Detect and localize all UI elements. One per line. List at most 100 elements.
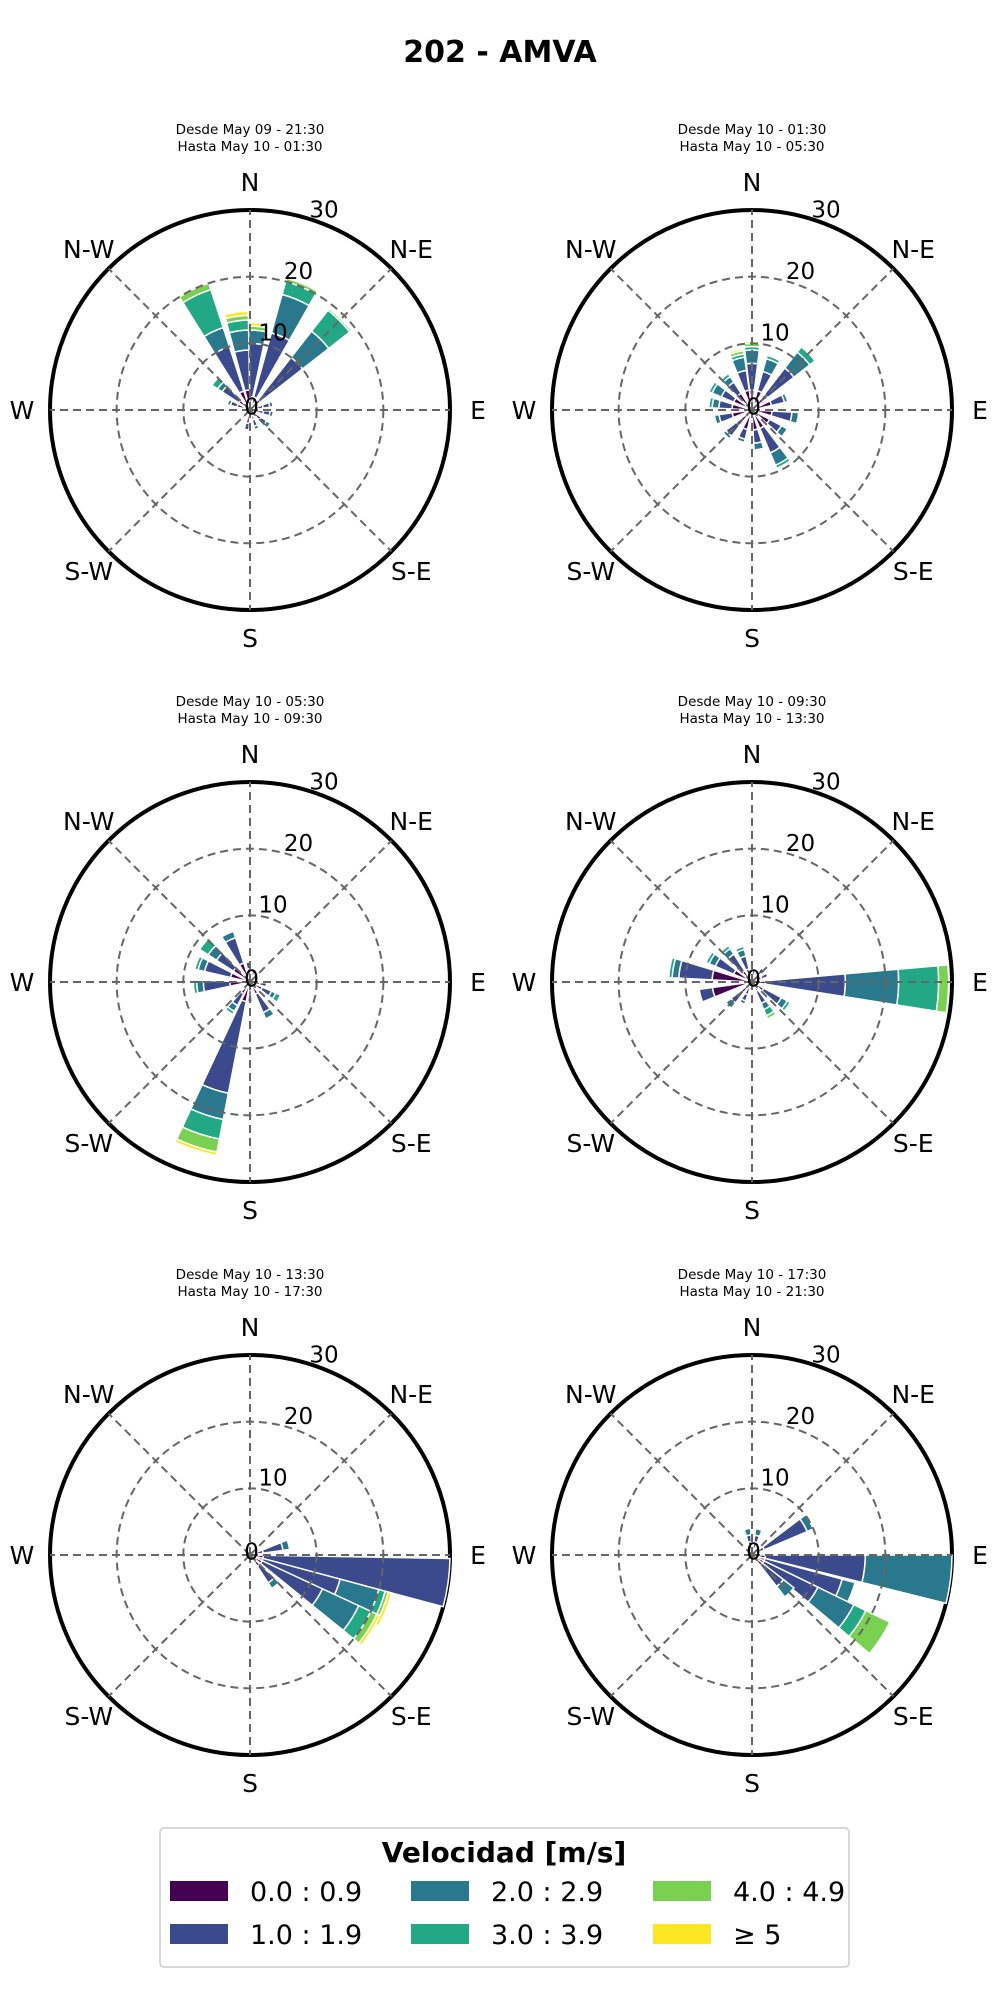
- direction-label: S: [242, 624, 258, 653]
- legend-label-0: 0.0 : 0.9: [250, 1877, 362, 1908]
- polar-grid-spoke: [249, 1412, 393, 1556]
- direction-label: S-E: [893, 1702, 934, 1731]
- polar-grid-spoke: [751, 1554, 895, 1698]
- windrose-bar-segment: [226, 398, 234, 407]
- windrose-bar-segment: [271, 991, 282, 1004]
- ring-tick-label: 30: [811, 198, 840, 224]
- direction-label: N-E: [389, 235, 433, 264]
- windrose-bar-segment: [708, 380, 719, 395]
- windrose-bar-segment: [258, 981, 268, 988]
- windrose-bar-segment: [734, 945, 746, 954]
- panel-subtitle-to: Hasta May 10 - 13:30: [679, 711, 824, 727]
- windrose-bar-segment: [268, 410, 275, 418]
- polar-grid-spoke: [609, 1412, 753, 1556]
- ring-tick-label: 20: [786, 259, 815, 285]
- direction-label: S-W: [566, 1702, 615, 1731]
- polar-grid-spoke: [249, 409, 393, 553]
- ring-tick-label: 10: [760, 893, 789, 919]
- polar-grid-spoke: [609, 981, 753, 1125]
- windrose-bar-segment: [262, 419, 272, 430]
- windrose-bar-segment: [704, 950, 716, 965]
- windrose-bar-segment: [753, 1527, 763, 1538]
- windrose-bar-segment: [223, 310, 250, 320]
- windrose-bar-segment: [780, 999, 792, 1013]
- direction-label: S-E: [391, 1702, 432, 1731]
- legend-swatch-1: [411, 1881, 469, 1901]
- windrose-bar-segment: [279, 1539, 291, 1552]
- ring-tick-label: 0: [244, 1539, 259, 1565]
- polar-grid-spoke: [107, 839, 251, 983]
- legend-label-1: 2.0 : 2.9: [491, 1877, 603, 1908]
- direction-label: N-W: [63, 235, 114, 264]
- direction-label: S-E: [893, 1129, 934, 1158]
- direction-label: S: [242, 1196, 258, 1225]
- panel-subtitle-from: Desde May 10 - 13:30: [176, 1267, 325, 1283]
- direction-label: S: [744, 1196, 760, 1225]
- ring-tick-label: 0: [746, 394, 761, 420]
- legend-swatch-4: [411, 1924, 469, 1944]
- direction-label: N-E: [891, 807, 935, 836]
- direction-label: S: [744, 624, 760, 653]
- windrose-bar-segment: [707, 396, 715, 409]
- direction-label: N-W: [565, 1380, 616, 1409]
- direction-label: S-W: [64, 557, 113, 586]
- windrose-bar-segment: [727, 347, 745, 356]
- legend-title: Velocidad [m/s]: [382, 1836, 627, 1869]
- polar-grid-spoke: [609, 1554, 753, 1698]
- direction-label: N-E: [891, 235, 935, 264]
- polar-grid-spoke: [107, 1412, 251, 1556]
- legend-label-4: 3.0 : 3.9: [491, 1920, 603, 1951]
- direction-label: N-W: [565, 235, 616, 264]
- windrose-bar-segment: [780, 392, 789, 404]
- windrose-bar-segment: [267, 400, 274, 409]
- direction-label: W: [512, 968, 537, 997]
- ring-tick-label: 30: [811, 1343, 840, 1369]
- ring-tick-label: 10: [258, 1466, 287, 1492]
- panel-subtitle-to: Hasta May 10 - 05:30: [679, 139, 824, 155]
- windrose-bar-segment: [174, 1138, 218, 1157]
- panel-subtitle-to: Hasta May 10 - 01:30: [177, 139, 322, 155]
- windrose-bar-segment: [252, 423, 261, 431]
- polar-grid-spoke: [751, 1412, 895, 1556]
- ring-tick-label: 0: [746, 966, 761, 992]
- polar-grid-spoke: [249, 839, 393, 983]
- windrose-bar-segment: [847, 1609, 891, 1655]
- windrose-bar-segment: [193, 955, 204, 971]
- windrose-bar-segment: [774, 456, 792, 470]
- ring-tick-label: 0: [244, 966, 259, 992]
- ring-tick-label: 30: [811, 770, 840, 796]
- ring-tick-label: 20: [284, 831, 313, 857]
- panel-subtitle-from: Desde May 10 - 09:30: [678, 694, 827, 710]
- legend-label-2: 4.0 : 4.9: [733, 1877, 845, 1908]
- ring-tick-label: 20: [786, 831, 815, 857]
- direction-label: N-E: [389, 807, 433, 836]
- windrose-bar-segment: [198, 937, 217, 956]
- direction-label: E: [972, 968, 988, 997]
- panel-subtitle-to: Hasta May 10 - 21:30: [679, 1284, 824, 1300]
- windrose-bar-segment: [765, 354, 781, 365]
- polar-grid-spoke: [751, 267, 895, 411]
- ring-tick-label: 30: [309, 770, 338, 796]
- direction-label: N-W: [565, 807, 616, 836]
- windrose-bar-segment: [261, 1554, 451, 1608]
- ring-tick-label: 20: [284, 259, 313, 285]
- windrose-bar-segment: [861, 1554, 953, 1605]
- legend-swatch-3: [170, 1924, 228, 1944]
- panel-subtitle-from: Desde May 10 - 17:30: [678, 1267, 827, 1283]
- direction-label: W: [10, 968, 35, 997]
- ring-tick-label: 10: [258, 321, 287, 347]
- polar-grid-spoke: [249, 267, 393, 411]
- direction-label: N-E: [891, 1380, 935, 1409]
- windrose-bar-segment: [789, 411, 800, 425]
- ring-tick-label: 0: [244, 394, 259, 420]
- windrose-bar-segment: [713, 413, 723, 426]
- ring-tick-label: 20: [284, 1404, 313, 1430]
- windrose-bar-segment: [220, 930, 237, 944]
- windrose-bar-segment: [326, 307, 353, 334]
